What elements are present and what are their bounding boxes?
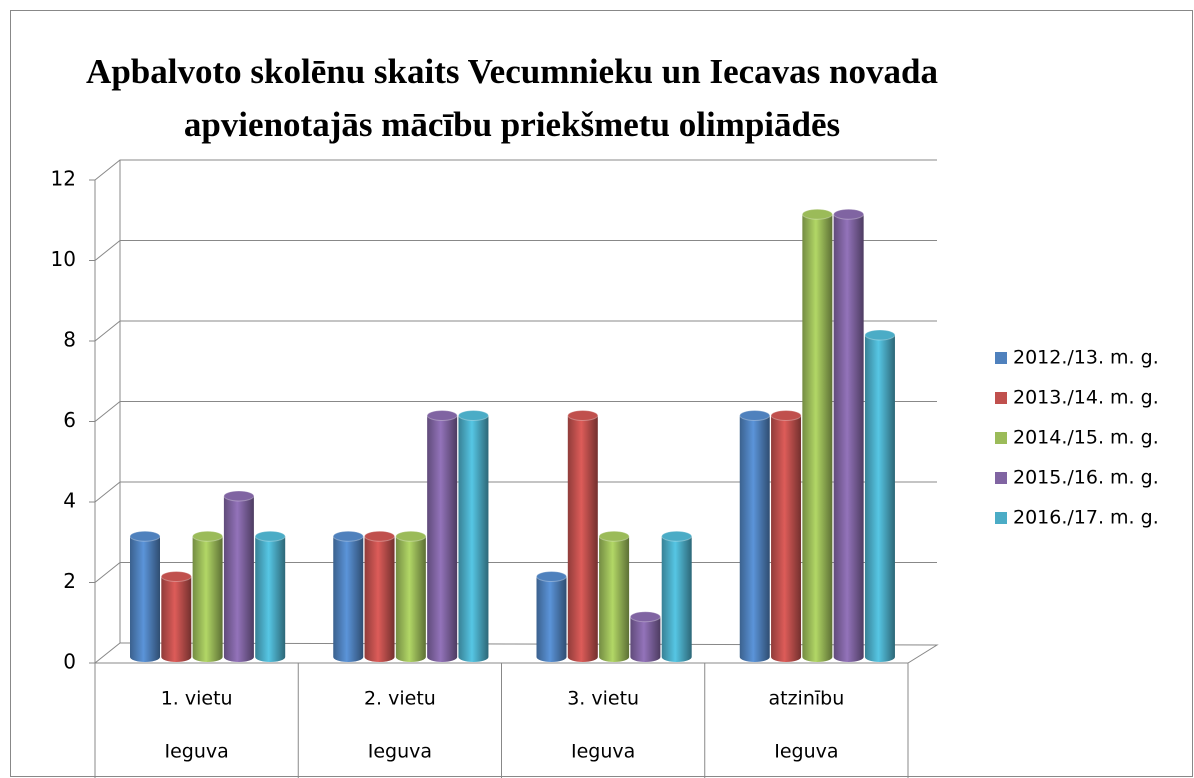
x-tick-label: atzinību <box>768 688 844 710</box>
legend-label: 2015./16. m. g. <box>1013 467 1159 489</box>
chart-title: Apbalvoto skolēnu skaits Vecumnieku un I… <box>86 52 938 91</box>
bar <box>223 490 255 662</box>
legend-label: 2016./17. m. g. <box>1013 507 1159 529</box>
chart-title: apvienotajās mācību priekšmetu olimpiādē… <box>184 105 840 144</box>
grid-line <box>94 240 937 261</box>
y-tick-label: 2 <box>63 569 76 593</box>
bar <box>160 571 192 663</box>
bar <box>864 329 896 663</box>
bar <box>395 530 427 663</box>
x-tick-label: 2. vietu <box>364 688 436 710</box>
grid-line <box>94 320 937 342</box>
bar-top <box>160 571 192 582</box>
legend-label: 2012./13. m. g. <box>1013 347 1159 369</box>
grid-line <box>94 401 937 422</box>
legend-swatch <box>995 352 1007 364</box>
bar-top <box>770 410 802 421</box>
chart-border <box>10 10 1193 777</box>
bar-body <box>661 536 692 663</box>
bar-top <box>129 530 161 542</box>
bar-top <box>332 530 364 542</box>
bar-top <box>426 410 458 421</box>
bar <box>332 530 364 663</box>
bar <box>567 410 599 663</box>
bar-top <box>739 410 771 421</box>
y-tick-label: 0 <box>63 650 76 674</box>
bar-body <box>864 335 895 663</box>
bar-body <box>192 536 223 663</box>
bar-body <box>427 415 458 663</box>
bar <box>598 530 630 663</box>
y-tick-label: 10 <box>51 247 76 271</box>
bar <box>770 410 802 663</box>
bar-top <box>567 410 599 421</box>
bar-body <box>333 536 364 663</box>
y-tick-label: 8 <box>63 328 76 352</box>
bar <box>661 530 693 663</box>
bar-top <box>395 530 427 542</box>
bar-body <box>833 214 864 663</box>
bar <box>426 410 458 663</box>
bar-body <box>458 415 489 663</box>
bar-body <box>802 214 833 663</box>
bar-top <box>864 329 896 341</box>
bar-body <box>739 415 770 663</box>
bar-body <box>567 415 598 663</box>
bar-body <box>630 616 661 663</box>
bar <box>254 530 286 662</box>
bar-top <box>536 571 567 582</box>
bar <box>192 530 224 663</box>
x-tick-label: Ieguva <box>774 741 838 763</box>
legend-swatch <box>995 392 1007 404</box>
bar-body <box>536 576 567 663</box>
y-tick-label: 6 <box>63 408 76 432</box>
bar-top <box>457 410 489 421</box>
bar-body <box>255 536 286 662</box>
bar-top <box>598 530 630 542</box>
legend-label: 2014./15. m. g. <box>1013 427 1159 449</box>
x-tick-label: 1. vietu <box>161 688 233 710</box>
bar-top <box>629 611 661 623</box>
bar <box>457 410 489 663</box>
bar-top <box>192 530 224 542</box>
bar-top <box>223 490 255 502</box>
bar-body <box>161 576 192 663</box>
legend-swatch <box>995 472 1007 484</box>
legend-swatch <box>995 512 1007 524</box>
bar-body <box>771 415 802 663</box>
bar <box>364 530 396 663</box>
y-tick-label: 12 <box>51 167 76 191</box>
grid-line <box>94 159 937 181</box>
x-tick-label: Ieguva <box>164 741 228 763</box>
bar-body <box>130 536 160 662</box>
bar-top <box>801 208 833 220</box>
legend-label: 2013./14. m. g. <box>1013 387 1159 409</box>
legend-swatch <box>995 432 1007 444</box>
bar <box>739 410 771 663</box>
bar-body <box>364 536 395 663</box>
bar <box>801 208 833 663</box>
bar <box>833 208 865 663</box>
bar <box>129 530 161 662</box>
bar-body <box>223 496 254 662</box>
bar <box>536 571 567 663</box>
x-tick-label: Ieguva <box>368 741 432 763</box>
x-tick-label: 3. vietu <box>567 688 639 710</box>
y-tick-label: 4 <box>63 489 76 513</box>
bar-body <box>599 536 630 663</box>
bar <box>629 611 661 663</box>
bar-top <box>254 530 286 542</box>
bar-top <box>364 530 396 542</box>
x-tick-label: Ieguva <box>571 741 635 763</box>
bar-top <box>661 530 693 542</box>
bar-body <box>395 536 426 663</box>
bar-top <box>833 208 865 220</box>
floor <box>93 642 939 664</box>
grid-line <box>94 481 937 503</box>
